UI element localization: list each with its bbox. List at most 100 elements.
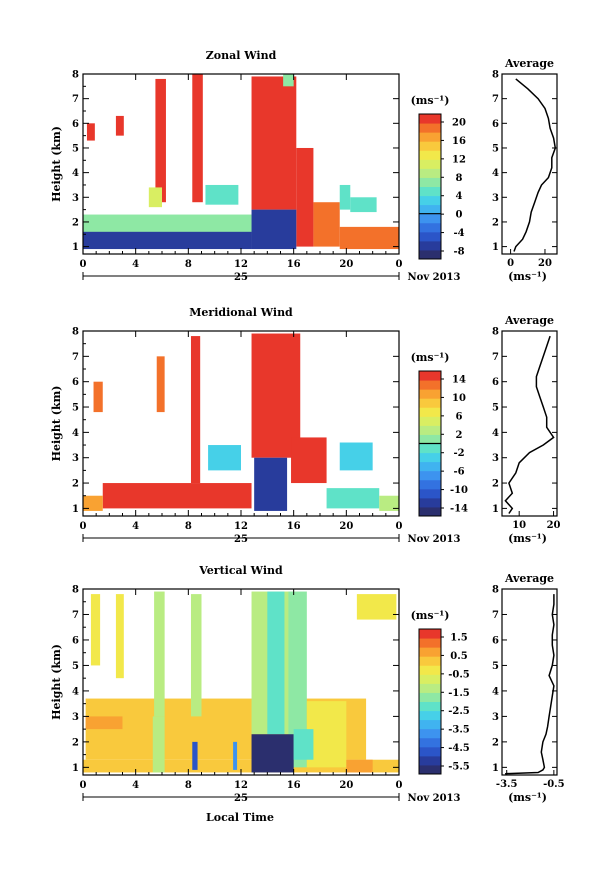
heatmap-cell xyxy=(356,594,397,620)
average-y-tick-label: 2 xyxy=(492,737,499,748)
y-tick-label: 3 xyxy=(72,453,79,464)
colorbar-tick-label: -2.5 xyxy=(448,706,470,717)
colorbar-tick-label: 12 xyxy=(452,154,466,165)
heatmap-cell xyxy=(267,591,285,735)
heatmap-cell xyxy=(283,74,294,87)
average-x-tick-label: -3.5 xyxy=(496,779,518,790)
y-tick-label: 2 xyxy=(72,217,79,228)
y-tick-label: 7 xyxy=(72,352,79,363)
y-tick-label: 6 xyxy=(72,377,79,388)
colorbar-segment xyxy=(419,407,441,417)
colorbar-tick-label: -10 xyxy=(450,485,468,496)
colorbar-segment xyxy=(419,213,441,224)
heatmap-cell xyxy=(339,442,373,471)
colorbar-segment xyxy=(419,159,441,169)
colorbar-segment xyxy=(419,416,441,426)
average-title: Average xyxy=(504,314,554,327)
heatmap-cell xyxy=(288,591,307,768)
x-tick-label: 0 xyxy=(80,259,87,270)
x-tick-label: 0 xyxy=(80,521,87,532)
y-tick-label: 1 xyxy=(72,242,79,253)
heatmap-cell xyxy=(293,729,314,760)
y-axis-label: Height (km) xyxy=(50,126,63,202)
y-tick-label: 2 xyxy=(72,479,79,490)
heatmap-cell xyxy=(190,594,202,717)
average-y-tick-label: 4 xyxy=(492,428,499,439)
colorbar-segment xyxy=(419,629,441,639)
heatmap-cell xyxy=(83,231,252,250)
colorbar-segment xyxy=(419,683,441,693)
y-tick-label: 8 xyxy=(72,70,79,81)
average-frame xyxy=(501,73,558,255)
x-tick-label: 0 xyxy=(396,521,403,532)
colorbar-segment xyxy=(419,222,441,233)
heatmap-cell xyxy=(379,495,399,511)
average-y-tick-label: 6 xyxy=(492,377,499,388)
x-tick-label: 16 xyxy=(287,259,301,270)
heatmap-cell xyxy=(254,457,288,511)
colorbar-segment xyxy=(419,755,441,766)
colorbar-segment xyxy=(419,710,441,721)
y-tick-label: 4 xyxy=(72,428,79,439)
average-profile-line xyxy=(504,335,555,514)
average-title: Average xyxy=(504,572,554,585)
colorbar-tick-label: 0.5 xyxy=(450,651,467,662)
heatmap-cell xyxy=(83,495,103,511)
colorbar-tick-label: -14 xyxy=(450,504,468,515)
y-axis-label: Height (km) xyxy=(50,386,63,462)
colorbar-tick-label: -4 xyxy=(453,228,464,239)
colorbar-segment xyxy=(419,764,441,775)
colorbar-segment xyxy=(419,746,441,757)
colorbar-tick-label: 20 xyxy=(452,118,466,129)
heatmap-cell xyxy=(190,336,201,484)
y-tick-label: 4 xyxy=(72,168,79,179)
colorbar-segment xyxy=(419,425,441,435)
average-y-tick-label: 5 xyxy=(492,143,499,154)
colorbar-unit-label: (ms⁻¹) xyxy=(411,94,450,107)
colorbar-tick-label: 2 xyxy=(456,430,463,441)
x-tick-label: 4 xyxy=(132,780,139,791)
average-x-tick-label: 10 xyxy=(512,520,526,531)
colorbar-segment xyxy=(419,443,441,454)
heatmap-cell xyxy=(233,741,238,770)
y-tick-label: 2 xyxy=(72,737,79,748)
panel-title: Meridional Wind xyxy=(189,306,293,319)
colorbar-tick-label: 10 xyxy=(452,393,466,404)
y-tick-label: 7 xyxy=(72,94,79,105)
x-tick-label: 16 xyxy=(287,780,301,791)
average-y-tick-label: 7 xyxy=(492,610,499,621)
colorbar-segment xyxy=(419,380,441,390)
heatmap-cell xyxy=(208,445,241,471)
colorbar-segment xyxy=(419,371,441,381)
colorbar-frame xyxy=(418,113,442,260)
local-time-x-axis-label: Local Time xyxy=(206,811,274,824)
x-tick-label: 8 xyxy=(185,259,192,270)
average-y-tick-label: 2 xyxy=(492,217,499,228)
x-tick-label: 12 xyxy=(234,521,248,532)
colorbar-tick-label: 4 xyxy=(456,191,463,202)
average-y-tick-label: 7 xyxy=(492,94,499,105)
y-axis-label: Height (km) xyxy=(50,644,63,720)
colorbar-tick-label: -1.5 xyxy=(448,688,470,699)
heatmap-cell xyxy=(251,209,297,250)
colorbar-segment xyxy=(419,186,441,197)
panel-title: Vertical Wind xyxy=(198,564,283,577)
heatmap-cell xyxy=(90,594,101,666)
date-day-label: 25 xyxy=(234,272,248,283)
colorbar-tick-label: -4.5 xyxy=(448,743,470,754)
x-tick-label: 20 xyxy=(339,259,353,270)
colorbar-segment xyxy=(419,168,441,178)
average-y-tick-label: 8 xyxy=(492,327,499,338)
heatmap-cell xyxy=(115,594,124,679)
y-tick-label: 1 xyxy=(72,763,79,774)
average-y-tick-label: 4 xyxy=(492,168,499,179)
y-tick-label: 5 xyxy=(72,403,79,414)
colorbar-segment xyxy=(419,470,441,481)
y-tick-label: 4 xyxy=(72,686,79,697)
heatmap-cell xyxy=(85,716,123,730)
y-tick-label: 6 xyxy=(72,635,79,646)
colorbar-tick-label: -6 xyxy=(453,467,464,478)
colorbar-segment xyxy=(419,656,441,666)
